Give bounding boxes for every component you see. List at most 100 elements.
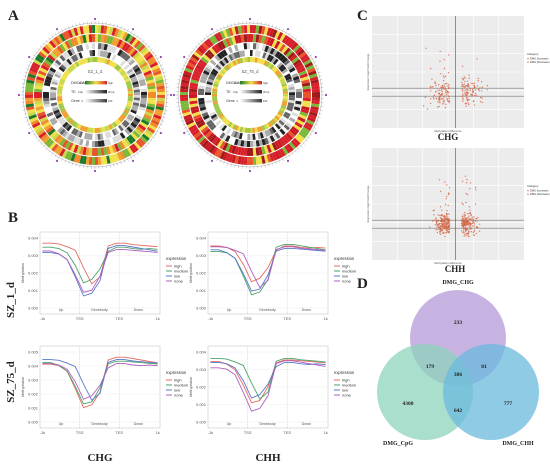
col-label-chg: CHG xyxy=(87,452,113,464)
circos-segment xyxy=(56,45,64,54)
venn-set-label-chg: DMG_CHG xyxy=(442,280,474,286)
circos-segment xyxy=(121,113,127,119)
circos-segment xyxy=(127,113,135,120)
scatter-point xyxy=(461,180,464,182)
circos-tick xyxy=(139,150,142,153)
circos-segment xyxy=(202,114,210,121)
circos-segment xyxy=(270,57,277,64)
circos-segment xyxy=(137,123,147,131)
circos-segment xyxy=(225,120,231,126)
circos-segment xyxy=(301,103,311,108)
circos-segment xyxy=(132,81,139,86)
circos-segment xyxy=(311,100,320,105)
circos-segment xyxy=(68,57,75,64)
circos-segment xyxy=(57,115,64,122)
circos-tick xyxy=(48,150,51,153)
scatter-point xyxy=(467,84,469,87)
circos-segment xyxy=(285,49,294,58)
circos-segment xyxy=(189,126,199,134)
scatter-point xyxy=(430,85,432,88)
circos-segment xyxy=(29,116,38,123)
circos-segment xyxy=(272,133,278,141)
circos-segment xyxy=(311,91,320,95)
chromosome-marker xyxy=(314,55,317,59)
circos-tick xyxy=(42,145,45,148)
circos-segment xyxy=(68,126,75,133)
circos-tick xyxy=(190,136,193,139)
circos-segment xyxy=(268,38,275,47)
scatter-point xyxy=(464,227,466,229)
circos-segment xyxy=(300,108,309,114)
circos-tick xyxy=(145,145,148,148)
circos-segment xyxy=(231,26,237,36)
circos-tick xyxy=(136,35,139,38)
circos-tick xyxy=(226,24,229,28)
circos-segment xyxy=(224,135,231,143)
circos-segment xyxy=(131,78,138,83)
scatter-point xyxy=(465,234,467,237)
circos-segment xyxy=(110,61,116,68)
circos-segment xyxy=(198,88,205,93)
circos-segment xyxy=(198,95,205,99)
circos-segment xyxy=(25,103,34,108)
y-tick-label: 0.000 xyxy=(28,420,39,425)
scatter-point xyxy=(466,80,469,82)
circos-segment xyxy=(292,109,300,115)
circos-segment xyxy=(54,134,62,143)
scatter-point xyxy=(463,221,465,224)
circos-segment xyxy=(311,103,320,108)
circos-segment xyxy=(125,117,132,124)
circos-segment xyxy=(269,120,275,126)
y-axis-label: Methylation xyxy=(20,263,25,283)
circos-tick xyxy=(206,35,209,38)
circos-segment xyxy=(97,156,102,165)
circos-segment xyxy=(212,85,218,90)
circos-segment xyxy=(272,58,279,65)
scatter-point xyxy=(437,89,439,92)
circos-segment xyxy=(227,46,234,54)
circos-segment xyxy=(25,97,34,102)
scatter-point xyxy=(472,225,474,227)
circos-segment xyxy=(135,139,144,148)
x-tick-label: 1k xyxy=(155,316,159,321)
circos-tick xyxy=(200,39,203,43)
scatter-point xyxy=(480,90,483,92)
region-label: Down xyxy=(302,308,311,312)
circos-tick xyxy=(206,152,209,155)
circos-segment xyxy=(225,143,232,152)
scatter-point xyxy=(434,224,437,226)
circos-segment xyxy=(262,52,267,59)
circos-segment xyxy=(205,86,212,91)
circos-segment xyxy=(265,122,271,129)
scatter-point xyxy=(437,219,439,221)
circos-segment xyxy=(266,144,272,154)
row-label-sz-75-d: SZ_75_d xyxy=(5,361,17,403)
circos-segment xyxy=(261,35,266,44)
circos-segment xyxy=(51,49,60,58)
circos-segment xyxy=(110,122,116,129)
circos-segment xyxy=(180,97,189,102)
circos-segment xyxy=(204,130,213,139)
scatter-point xyxy=(439,222,441,225)
circos-segment xyxy=(211,146,219,156)
circos-segment xyxy=(183,114,192,120)
circos-segment xyxy=(281,83,287,88)
circos-segment xyxy=(34,97,43,102)
circos-tick xyxy=(268,163,270,167)
circos-segment xyxy=(138,78,146,84)
scatter-point xyxy=(473,82,476,84)
scatter-point xyxy=(481,97,483,99)
scatter-point xyxy=(439,94,442,96)
circos-segment xyxy=(145,129,154,137)
x-tick-label: TSS xyxy=(76,430,84,435)
scatter-point xyxy=(466,93,468,95)
scatter-point xyxy=(466,221,468,224)
scatter-point xyxy=(431,220,434,222)
circos-segment xyxy=(154,76,164,82)
circos-segment xyxy=(274,60,281,67)
circos-1-legend-gene-bar xyxy=(85,99,107,103)
circos-segment xyxy=(276,42,284,51)
circos-segment xyxy=(119,40,126,50)
scatter-point xyxy=(465,222,467,224)
